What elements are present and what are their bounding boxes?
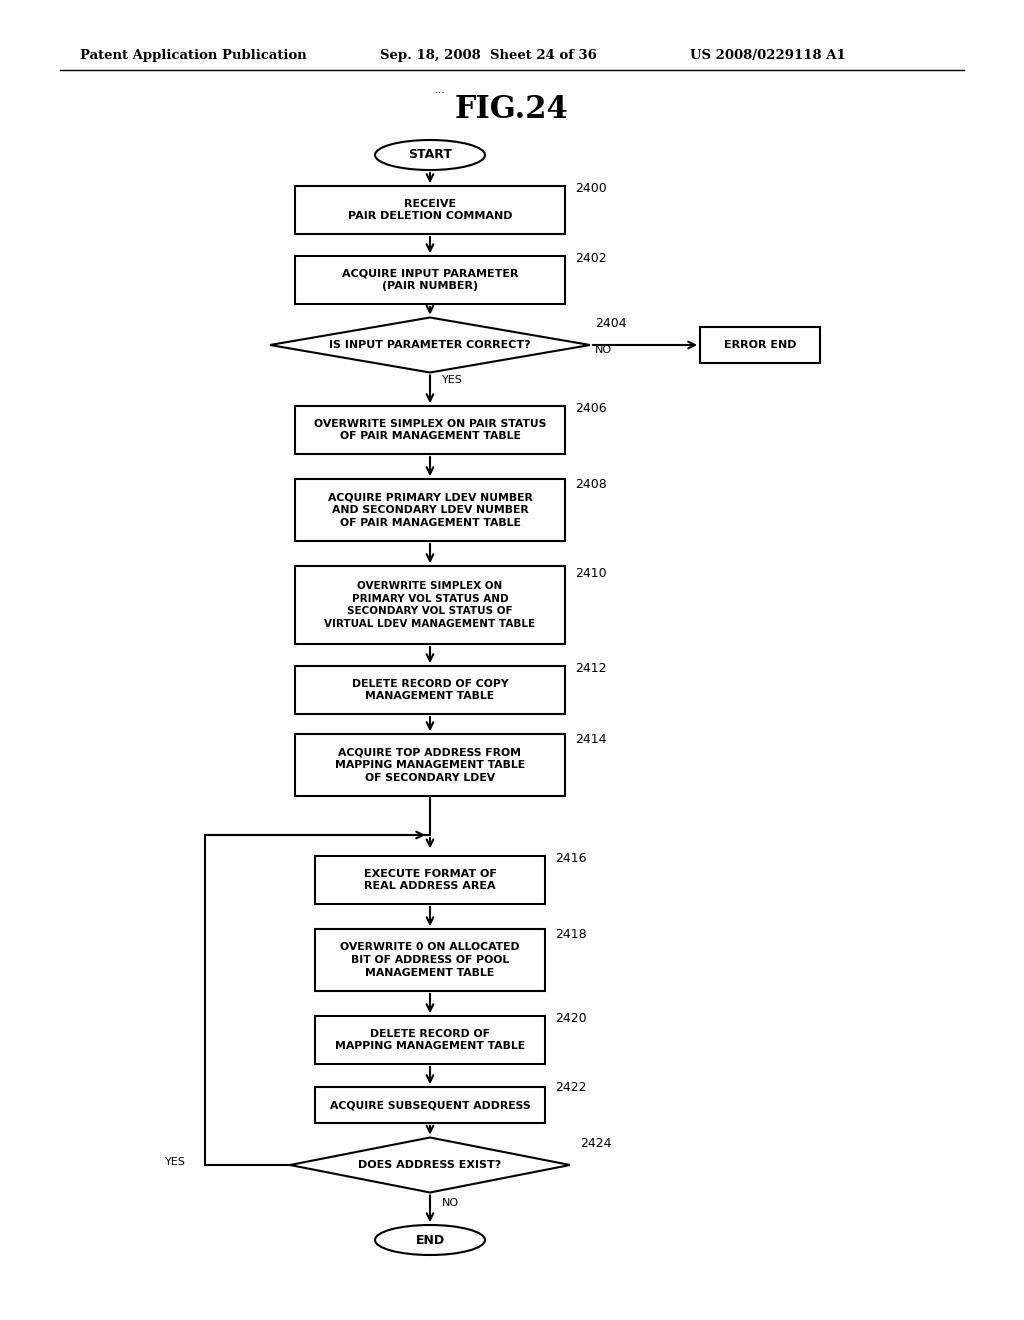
- Bar: [295, 667, 565, 714]
- Text: ACQUIRE INPUT PARAMETER
(PAIR NUMBER): ACQUIRE INPUT PARAMETER (PAIR NUMBER): [342, 268, 518, 292]
- Text: 2400: 2400: [575, 182, 607, 195]
- Bar: [295, 186, 565, 234]
- Text: DELETE RECORD OF
MAPPING MANAGEMENT TABLE: DELETE RECORD OF MAPPING MANAGEMENT TABL…: [335, 1028, 525, 1052]
- Bar: [315, 1016, 545, 1064]
- Bar: [315, 1086, 545, 1123]
- Text: 2422: 2422: [555, 1081, 587, 1094]
- Text: 2404: 2404: [595, 317, 627, 330]
- Bar: [295, 407, 565, 454]
- Text: 2418: 2418: [555, 928, 587, 941]
- Text: Sep. 18, 2008  Sheet 24 of 36: Sep. 18, 2008 Sheet 24 of 36: [380, 49, 597, 62]
- Text: RECEIVE
PAIR DELETION COMMAND: RECEIVE PAIR DELETION COMMAND: [348, 198, 512, 222]
- Bar: [295, 734, 565, 796]
- Text: ACQUIRE TOP ADDRESS FROM
MAPPING MANAGEMENT TABLE
OF SECONDARY LDEV: ACQUIRE TOP ADDRESS FROM MAPPING MANAGEM…: [335, 747, 525, 783]
- Ellipse shape: [375, 140, 485, 170]
- Text: 2402: 2402: [575, 252, 606, 265]
- Bar: [295, 566, 565, 644]
- Bar: [315, 855, 545, 904]
- Text: YES: YES: [442, 375, 463, 385]
- Text: 2410: 2410: [575, 568, 606, 579]
- Text: 2406: 2406: [575, 403, 606, 414]
- Text: IS INPUT PARAMETER CORRECT?: IS INPUT PARAMETER CORRECT?: [329, 341, 530, 350]
- Text: ACQUIRE PRIMARY LDEV NUMBER
AND SECONDARY LDEV NUMBER
OF PAIR MANAGEMENT TABLE: ACQUIRE PRIMARY LDEV NUMBER AND SECONDAR…: [328, 492, 532, 528]
- Text: ERROR END: ERROR END: [724, 341, 797, 350]
- Text: NO: NO: [595, 345, 612, 355]
- Text: DOES ADDRESS EXIST?: DOES ADDRESS EXIST?: [358, 1160, 502, 1170]
- Text: START: START: [408, 149, 452, 161]
- Text: END: END: [416, 1233, 444, 1246]
- Text: Patent Application Publication: Patent Application Publication: [80, 49, 307, 62]
- Text: NO: NO: [442, 1199, 459, 1209]
- Text: YES: YES: [165, 1158, 185, 1167]
- Ellipse shape: [375, 1225, 485, 1255]
- Text: 2420: 2420: [555, 1012, 587, 1026]
- Text: FIG.24: FIG.24: [455, 95, 569, 125]
- Text: ACQUIRE SUBSEQUENT ADDRESS: ACQUIRE SUBSEQUENT ADDRESS: [330, 1100, 530, 1110]
- Bar: [700, 327, 820, 363]
- Text: 2408: 2408: [575, 478, 607, 491]
- Text: 2416: 2416: [555, 851, 587, 865]
- Text: DELETE RECORD OF COPY
MANAGEMENT TABLE: DELETE RECORD OF COPY MANAGEMENT TABLE: [351, 678, 508, 701]
- Polygon shape: [290, 1138, 570, 1192]
- Text: 2412: 2412: [575, 663, 606, 675]
- Bar: [295, 256, 565, 304]
- Bar: [315, 929, 545, 991]
- Text: OVERWRITE SIMPLEX ON
PRIMARY VOL STATUS AND
SECONDARY VOL STATUS OF
VIRTUAL LDEV: OVERWRITE SIMPLEX ON PRIMARY VOL STATUS …: [325, 581, 536, 630]
- Text: US 2008/0229118 A1: US 2008/0229118 A1: [690, 49, 846, 62]
- Text: 2414: 2414: [575, 733, 606, 746]
- Bar: [295, 479, 565, 541]
- Polygon shape: [270, 318, 590, 372]
- Text: OVERWRITE SIMPLEX ON PAIR STATUS
OF PAIR MANAGEMENT TABLE: OVERWRITE SIMPLEX ON PAIR STATUS OF PAIR…: [313, 418, 546, 441]
- Text: ...: ...: [434, 84, 445, 95]
- Text: EXECUTE FORMAT OF
REAL ADDRESS AREA: EXECUTE FORMAT OF REAL ADDRESS AREA: [364, 869, 497, 891]
- Text: 2424: 2424: [580, 1137, 611, 1150]
- Text: OVERWRITE 0 ON ALLOCATED
BIT OF ADDRESS OF POOL
MANAGEMENT TABLE: OVERWRITE 0 ON ALLOCATED BIT OF ADDRESS …: [340, 942, 520, 978]
